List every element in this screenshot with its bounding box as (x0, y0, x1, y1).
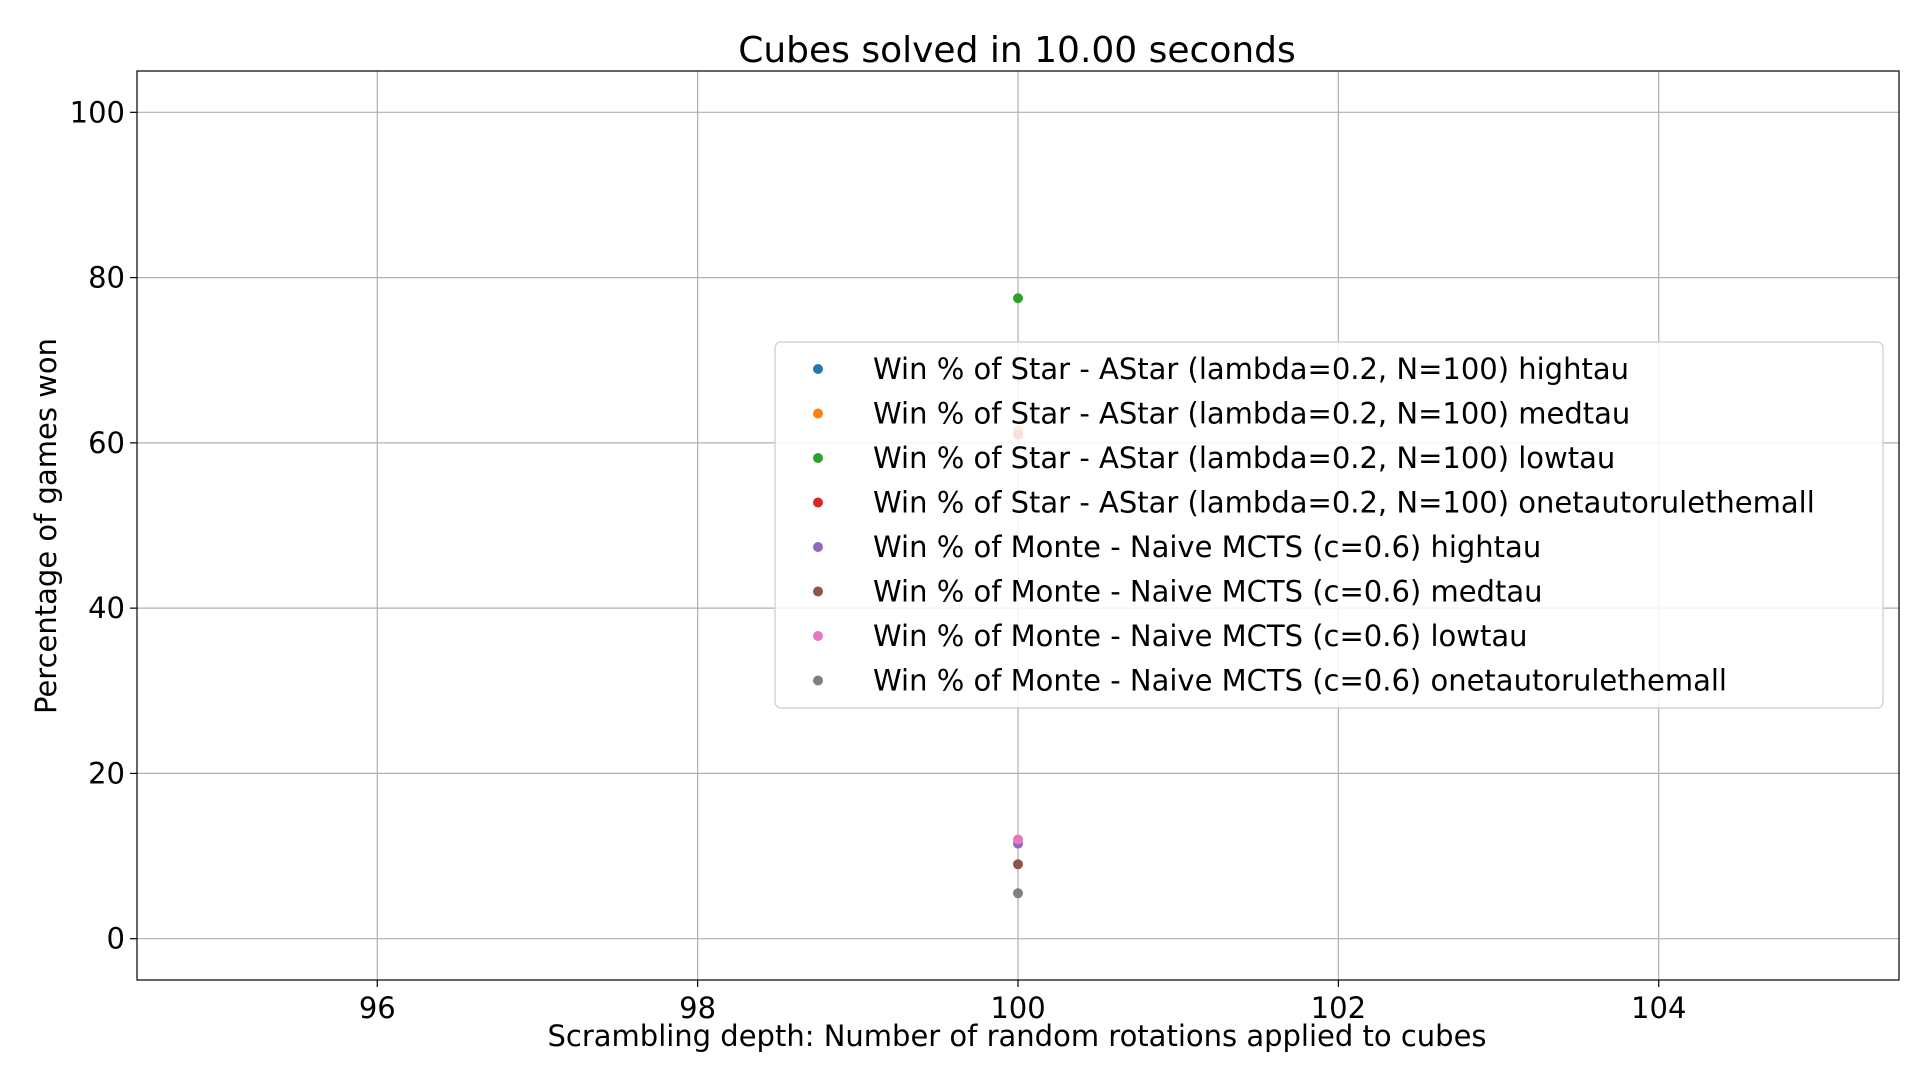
x-tick-label: 104 (1631, 991, 1686, 1025)
data-point-series-8 (1013, 888, 1023, 899)
legend-label-series-1: Win % of Star - AStar (lambda=0.2, N=100… (873, 352, 1629, 386)
y-axis-label: Percentage of games won (29, 338, 63, 714)
y-tick-label: 80 (88, 261, 125, 295)
legend-label-series-6: Win % of Monte - Naive MCTS (c=0.6) medt… (873, 575, 1542, 609)
legend-label-series-8: Win % of Monte - Naive MCTS (c=0.6) onet… (873, 664, 1727, 698)
x-tick-label: 100 (990, 991, 1045, 1025)
x-axis-label: Scrambling depth: Number of random rotat… (547, 1019, 1486, 1053)
y-tick-label: 0 (107, 922, 125, 956)
x-tick-label: 96 (359, 991, 396, 1025)
data-point-series-7 (1013, 834, 1023, 845)
legend: Win % of Star - AStar (lambda=0.2, N=100… (774, 341, 1884, 709)
legend-marker-series-7 (813, 631, 823, 641)
legend-label-series-5: Win % of Monte - Naive MCTS (c=0.6) high… (873, 530, 1541, 564)
data-point-series-6 (1013, 859, 1023, 870)
y-tick-label: 60 (88, 426, 125, 460)
legend-marker-series-6 (813, 586, 823, 597)
y-tick-label: 20 (88, 756, 125, 790)
y-tick-label: 100 (70, 95, 125, 129)
legend-frame (774, 341, 1884, 709)
legend-marker-series-3 (813, 453, 823, 463)
legend-marker-series-8 (813, 675, 823, 686)
legend-marker-series-5 (813, 542, 823, 552)
legend-marker-series-4 (813, 497, 823, 508)
data-point-series-3 (1013, 293, 1023, 304)
legend-marker-series-2 (813, 408, 823, 419)
chart-title: Cubes solved in 10.00 seconds (738, 30, 1296, 71)
legend-label-series-7: Win % of Monte - Naive MCTS (c=0.6) lowt… (873, 619, 1528, 653)
legend-entries: Win % of Star - AStar (lambda=0.2, N=100… (813, 352, 1815, 698)
x-axis-ticks: 96 98 100 102 104 (359, 980, 1686, 1025)
legend-label-series-2: Win % of Star - AStar (lambda=0.2, N=100… (873, 397, 1630, 431)
x-tick-label: 102 (1311, 991, 1366, 1025)
legend-label-series-3: Win % of Star - AStar (lambda=0.2, N=100… (873, 441, 1615, 475)
legend-marker-series-1 (813, 364, 823, 374)
legend-label-series-4: Win % of Star - AStar (lambda=0.2, N=100… (873, 486, 1815, 520)
x-tick-label: 98 (679, 991, 716, 1025)
y-axis-ticks: 0 20 40 60 80 100 (70, 95, 137, 956)
y-tick-label: 40 (88, 591, 125, 625)
